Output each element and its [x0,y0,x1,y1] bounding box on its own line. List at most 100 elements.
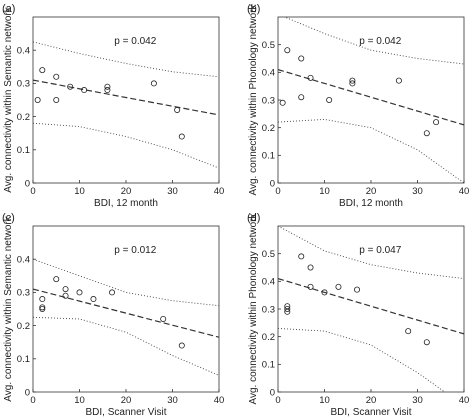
chart-c-fit-line [33,288,219,338]
chart-b-y-tick-label: 0.4 [262,68,275,79]
chart-d-data-point [354,286,361,293]
chart-a-y-axis-label: Avg. connectivity within Semantic networ… [3,6,14,192]
chart-c-data-point [109,289,116,296]
chart-a-x-tick-label: 30 [167,186,178,197]
chart-d-p-value: p = 0.047 [359,245,401,256]
chart-a-ci-upper [33,41,219,78]
chart-a-data-point [67,83,74,90]
chart-b-x-tick-label: 10 [319,186,330,197]
chart-c-y-tick-label: 0.3 [17,288,30,299]
chart-a-p-value: p = 0.042 [114,36,156,47]
chart-b-y-axis-label: Avg. connectivity within Phonology netwo… [248,3,259,195]
chart-c-data-point [178,342,185,349]
chart-b-data-point [433,119,440,126]
chart-c-panel-label: (c) [2,212,15,224]
chart-c-data-point [160,315,167,322]
chart-b-x-tick-label: 0 [275,186,280,197]
chart-c-y-axis-label: Avg. connectivity within Semantic networ… [3,215,14,401]
chart-d-data-point [335,283,342,290]
chart-b-ci-lower [278,118,464,183]
chart-c-x-tick-label: 40 [214,395,225,406]
chart-b-y-tick-label: 0.1 [262,151,275,162]
chart-b-panel-label: (b) [247,3,260,15]
chart-b-x-tick-label: 20 [366,186,377,197]
chart-a-data-point [81,87,88,94]
chart-c-data-point [39,305,46,312]
chart-d-fit-line [278,277,464,335]
chart-c-x-tick-label: 10 [74,395,85,406]
chart-a-data-point [53,97,60,104]
chart-d-data-point [284,308,291,315]
chart-a-y-tick-label: 0.3 [17,79,30,90]
chart-b-data-point [349,80,356,87]
chart-c-ci-upper [33,258,219,307]
chart-a-y-tick-label: 0.2 [17,112,30,123]
chart-b-p-value: p = 0.042 [359,36,401,47]
chart-a-data-point [39,67,46,74]
chart-d-data-point [284,305,291,312]
chart-c-data-point [62,292,69,299]
chart-c-y-tick-label: 0.4 [17,255,30,266]
chart-d-panel: 0 10 20 30 40 0 0.1 0.2 0.3 0.4 0.5 p = 0.047 BDI, S… [247,212,469,418]
chart-d-x-tick-label: 0 [275,395,280,406]
chart-d-x-axis-label: BDI, Scanner Visit [331,407,412,418]
chart-d-x-tick-label: 40 [459,395,470,406]
chart-a-data-point [150,80,157,87]
chart-b-data-point [298,94,305,101]
chart-b-data-point [423,130,430,137]
chart-a-fit-line [33,79,219,116]
chart-a-x-axis-label: BDI, 12 month [94,198,158,209]
chart-a-panel-label: (a) [2,3,15,15]
chart-d-y-tick-label: 0.4 [262,277,275,288]
chart-c-x-tick-label: 20 [121,395,132,406]
chart-b-y-tick-label: 0.5 [262,40,275,51]
chart-c-y-tick-label: 0.2 [17,321,30,332]
chart-b-data-point [395,77,402,84]
chart-a-x-tick-label: 0 [30,186,35,197]
chart-d-x-tick-label: 30 [412,395,423,406]
chart-d-y-tick-label: 0.1 [262,360,275,371]
chart-a-panel: 0 10 20 30 40 0 0.1 0.2 0.3 0.4 p = 0.042 BDI, 12 m… [2,3,224,209]
chart-a-x-tick-label: 20 [121,186,132,197]
chart-d-panel-label: (d) [247,212,260,224]
chart-a-data-point [34,97,41,104]
chart-b-ci-upper [283,17,464,65]
chart-a-data-point [174,106,181,113]
chart-a-data-point [104,83,111,90]
chart-d-data-point [423,339,430,346]
chart-d-y-tick-label: 0.2 [262,332,275,343]
chart-d-ci-lower [278,327,446,392]
chart-d-data-point [298,253,305,260]
chart-a-y-tick-label: 0.1 [17,145,30,156]
chart-d-x-tick-label: 10 [319,395,330,406]
chart-d-y-tick-label: 0.3 [262,304,275,315]
chart-c-x-tick-label: 30 [167,395,178,406]
chart-a-data-point [104,87,111,94]
chart-c-data-point [62,286,69,293]
chart-b-y-tick-label: 0 [270,178,275,189]
chart-d-data-point [321,289,328,296]
chart-b-data-point [279,99,286,106]
chart-b-x-axis-label: BDI, 12 month [339,198,403,209]
chart-b-y-tick-label: 0.2 [262,123,275,134]
chart-c-p-value: p = 0.012 [114,245,156,256]
chart-c-x-tick-label: 0 [30,395,35,406]
chart-c-ci-lower [33,316,219,376]
chart-d-y-axis-label: Avg. connectivity within Phonology netwo… [248,212,259,404]
chart-b-data-point [307,74,314,81]
chart-c-x-axis-label: BDI, Scanner Visit [86,407,167,418]
chart-a-x-tick-label: 40 [214,186,225,197]
chart-a-x-tick-label: 10 [74,186,85,197]
chart-b-x-tick-label: 40 [459,186,470,197]
chart-d-x-tick-label: 20 [366,395,377,406]
chart-b-x-tick-label: 30 [412,186,423,197]
chart-c-data-point [53,276,60,283]
chart-c-y-tick-label: 0.1 [17,354,30,365]
chart-b-data-point [298,55,305,62]
chart-c-y-tick-label: 0 [25,387,30,398]
chart-c-data-point [39,304,46,311]
chart-b-fit-line [278,68,464,126]
chart-c-data-point [76,289,83,296]
chart-b-data-point [326,97,333,104]
chart-c-data-point [90,296,97,303]
